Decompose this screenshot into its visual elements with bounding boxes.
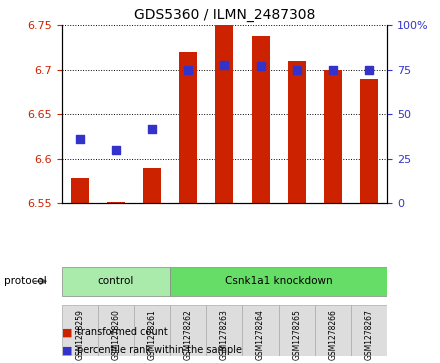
Text: protocol: protocol [4,276,47,286]
Bar [179,52,197,203]
Point [185,67,192,73]
Text: GSM1278263: GSM1278263 [220,309,229,360]
Text: GSM1278265: GSM1278265 [292,309,301,360]
Point [366,67,373,73]
FancyBboxPatch shape [206,305,242,356]
FancyBboxPatch shape [351,305,387,356]
Text: control: control [98,276,134,286]
Bar [324,70,342,203]
Bar [143,168,161,203]
Text: transformed count: transformed count [77,327,168,337]
Title: GDS5360 / ILMN_2487308: GDS5360 / ILMN_2487308 [134,8,315,22]
Text: GSM1278260: GSM1278260 [111,309,121,360]
FancyBboxPatch shape [62,305,98,356]
FancyBboxPatch shape [134,305,170,356]
Point [76,136,83,142]
Point [112,147,119,153]
Text: Csnk1a1 knockdown: Csnk1a1 knockdown [225,276,333,286]
Text: GSM1278264: GSM1278264 [256,309,265,360]
Point [257,64,264,69]
Bar [107,201,125,203]
Point [293,67,300,73]
FancyBboxPatch shape [170,305,206,356]
FancyBboxPatch shape [315,305,351,356]
Bar [360,79,378,203]
FancyBboxPatch shape [242,305,279,356]
Bar [288,61,306,203]
Text: percentile rank within the sample: percentile rank within the sample [77,345,242,355]
Text: GSM1278267: GSM1278267 [365,309,374,360]
FancyBboxPatch shape [62,266,170,296]
FancyBboxPatch shape [98,305,134,356]
FancyBboxPatch shape [279,305,315,356]
Bar [215,25,234,203]
Text: ■: ■ [62,327,72,337]
Text: GSM1278261: GSM1278261 [147,309,157,360]
Text: ■: ■ [62,345,72,355]
Point [221,62,228,68]
Bar [252,36,270,203]
Text: GSM1278259: GSM1278259 [75,309,84,360]
FancyBboxPatch shape [170,266,387,296]
Point [330,67,337,73]
Text: GSM1278262: GSM1278262 [184,309,193,360]
Point [149,127,156,132]
Bar [71,178,89,203]
Text: GSM1278266: GSM1278266 [328,309,337,360]
